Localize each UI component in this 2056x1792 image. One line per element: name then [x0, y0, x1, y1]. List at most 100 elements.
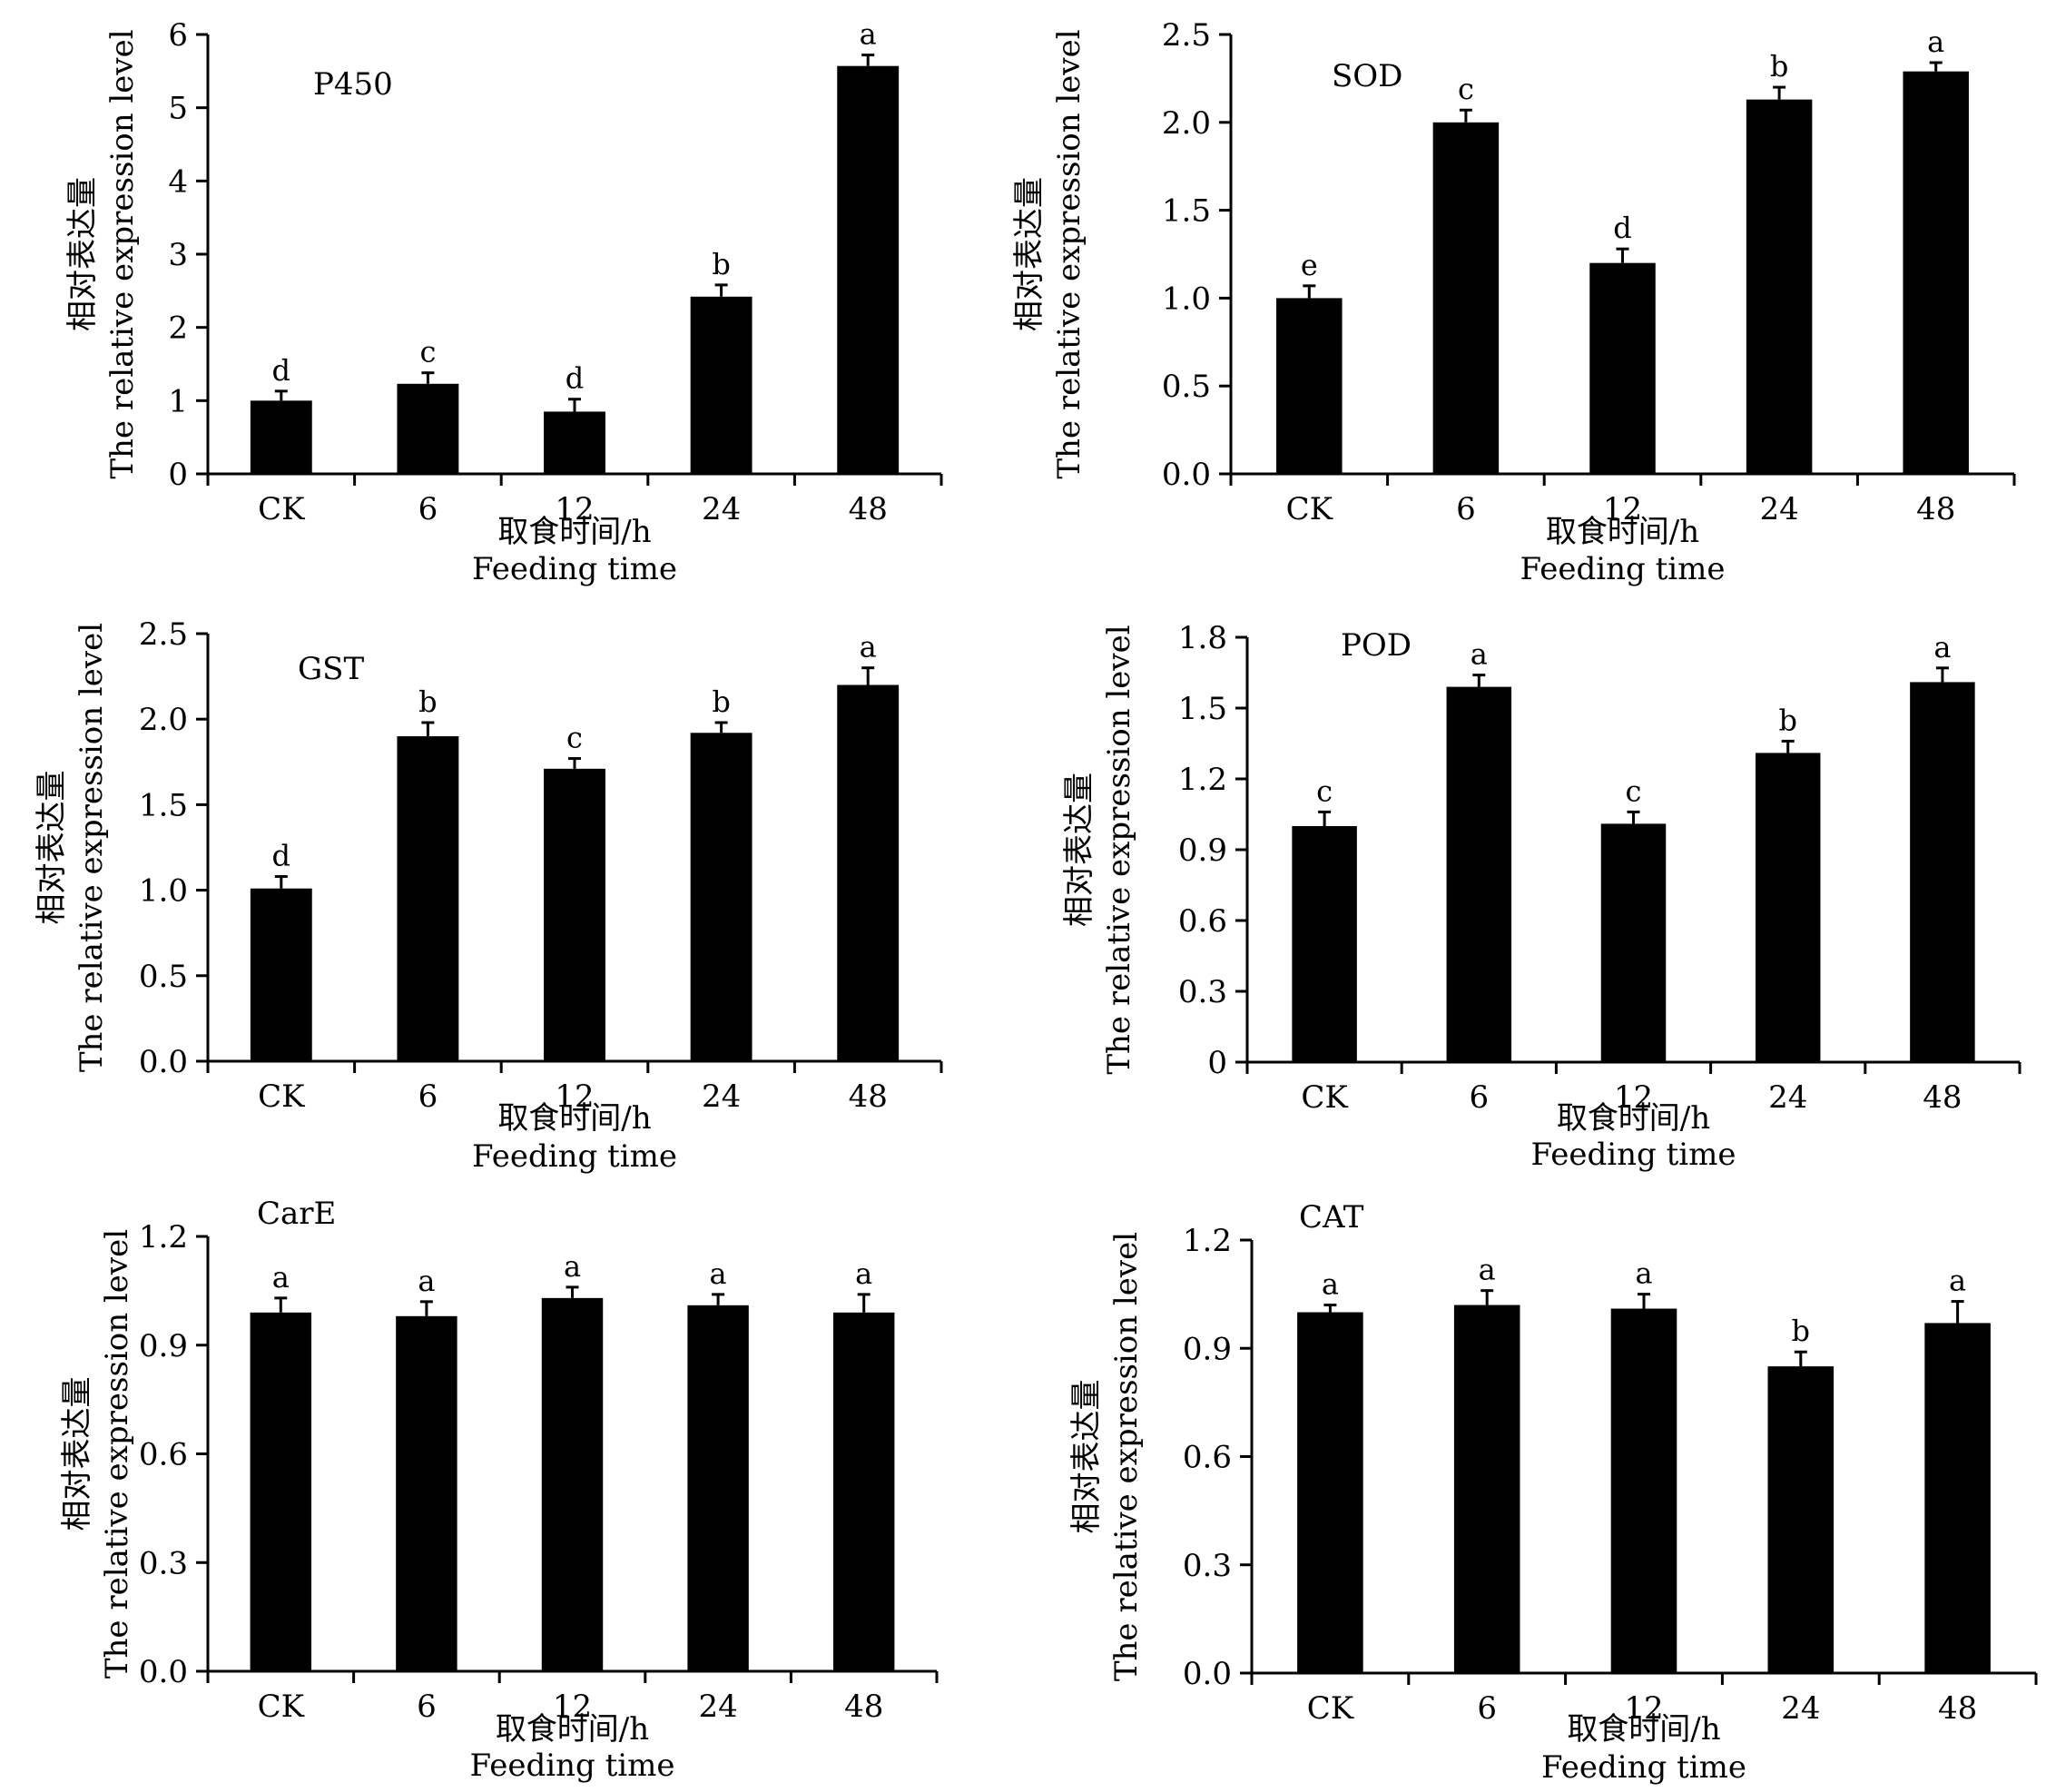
x-tick-label: 24	[698, 1689, 737, 1725]
x-tick-label: 48	[1938, 1690, 1977, 1727]
x-tick-label: 6	[418, 491, 438, 527]
bar	[250, 1312, 312, 1671]
significance-label: d	[272, 353, 290, 388]
y-tick-label: 0.0	[1162, 457, 1211, 493]
panel-title: CarE	[257, 1196, 336, 1232]
x-tick-label: 24	[702, 491, 741, 527]
significance-label: c	[1458, 72, 1474, 106]
y-axis-title-en: The relative expression level	[1108, 1232, 1145, 1681]
x-axis-title-en: Feeding time	[470, 1748, 675, 1784]
bar	[1297, 1312, 1363, 1673]
significance-label: a	[1479, 1253, 1496, 1287]
y-tick-label: 0.6	[1178, 903, 1227, 940]
significance-label: c	[566, 721, 583, 755]
x-tick-label: CK	[258, 1689, 305, 1725]
x-tick-label: 24	[702, 1078, 741, 1115]
y-tick-label: 0.6	[139, 1437, 188, 1473]
significance-label: b	[1792, 1314, 1810, 1348]
x-tick-label: 12	[553, 1689, 592, 1725]
significance-label: a	[564, 1249, 581, 1284]
y-axis-title-cn: 相对表达量	[1061, 773, 1097, 927]
y-tick-label: 1.5	[1162, 193, 1211, 230]
significance-label: b	[1770, 49, 1788, 84]
y-axis-title-cn: 相对表达量	[34, 771, 70, 925]
bar	[687, 1305, 749, 1671]
y-tick-label: 0.9	[1178, 832, 1227, 869]
y-axis-title-en: The relative expression level	[1051, 29, 1087, 478]
y-axis-title-en: The relative expression level	[1101, 625, 1137, 1074]
x-axis-title-cn: 取食时间/h	[497, 1100, 651, 1137]
y-tick-label: 0.0	[1183, 1656, 1232, 1692]
bar	[1903, 71, 1969, 474]
chart-panel-cat: 0.0 0.3 0.6 0.9 1.2 a CK a 6 a 12 b 24 a 48 CAT 取食时间/hFe…	[1068, 1199, 2038, 1786]
x-axis-title-en: Feeding time	[1520, 551, 1726, 587]
y-tick-label: 0.6	[1183, 1440, 1232, 1476]
significance-label: a	[860, 630, 877, 665]
significance-label: a	[1949, 1264, 1966, 1298]
bar	[1746, 99, 1813, 474]
significance-label: a	[1933, 630, 1951, 665]
x-axis-title-en: Feeding time	[1531, 1137, 1736, 1173]
y-tick-label: 0.3	[1178, 974, 1227, 1010]
bar	[1292, 826, 1357, 1062]
x-axis-title-en: Feeding time	[1541, 1749, 1746, 1786]
significance-label: c	[1626, 773, 1642, 808]
y-tick-label: 0.9	[139, 1328, 188, 1364]
y-tick-label: 1.0	[1162, 281, 1211, 317]
x-axis-title-cn: 取食时间/h	[1557, 1100, 1710, 1137]
x-tick-label: 6	[418, 1078, 438, 1115]
x-tick-label: CK	[258, 1078, 305, 1115]
significance-label: a	[1322, 1267, 1339, 1302]
y-tick-label: 0.5	[1162, 369, 1211, 405]
x-tick-label: 48	[1923, 1079, 1962, 1116]
x-tick-label: 48	[849, 491, 888, 527]
bar	[1276, 298, 1343, 474]
x-tick-label: 24	[1768, 1079, 1807, 1116]
x-tick-label: CK	[258, 491, 305, 527]
y-tick-label: 5	[168, 91, 188, 127]
x-tick-label: CK	[1301, 1079, 1348, 1116]
bar	[1453, 1305, 1520, 1673]
y-tick-label: 1.5	[139, 787, 188, 823]
y-tick-label: 0.0	[139, 1654, 188, 1690]
bar	[1432, 122, 1500, 475]
y-tick-label: 2.5	[139, 616, 188, 653]
y-tick-label: 4	[168, 163, 188, 200]
y-tick-label: 0.9	[1183, 1331, 1232, 1367]
x-tick-label: 48	[1916, 491, 1955, 527]
bar	[1767, 1366, 1835, 1673]
y-tick-label: 1.0	[139, 873, 188, 910]
y-axis-title-en: The relative expression level	[104, 29, 141, 478]
y-tick-label: 0.0	[139, 1044, 188, 1080]
bar	[1610, 1308, 1677, 1673]
y-tick-label: 1.5	[1178, 691, 1227, 727]
chart-panel-care: 0.0 0.3 0.6 0.9 1.2 a CK a 6 a 12 a 24 a 48 CarE 取食时间/hF…	[59, 1196, 939, 1784]
y-tick-label: 1.2	[139, 1219, 188, 1255]
panel-title: POD	[1341, 627, 1412, 664]
significance-label: a	[418, 1264, 435, 1298]
significance-label: a	[1927, 25, 1944, 59]
y-tick-label: 2.5	[1162, 17, 1211, 54]
x-axis-title-cn: 取食时间/h	[496, 1711, 649, 1748]
x-tick-label: 48	[844, 1689, 883, 1725]
bar	[1755, 753, 1821, 1062]
bar	[1589, 262, 1656, 474]
x-tick-label: CK	[1286, 491, 1333, 527]
x-tick-label: 12	[555, 491, 594, 527]
bar	[250, 888, 312, 1061]
significance-label: a	[710, 1256, 727, 1291]
y-tick-label: 1.2	[1183, 1223, 1232, 1259]
bar	[837, 684, 900, 1061]
y-tick-label: 6	[168, 17, 188, 54]
y-tick-label: 1.8	[1178, 620, 1227, 656]
x-tick-label: 12	[555, 1078, 594, 1115]
significance-label: b	[1778, 703, 1796, 737]
y-axis-title-cn: 相对表达量	[1011, 177, 1048, 331]
panel-title: SOD	[1332, 58, 1402, 94]
y-axis-title-cn: 相对表达量	[1068, 1380, 1105, 1534]
significance-label: a	[855, 1256, 872, 1291]
significance-label: d	[272, 839, 290, 873]
y-tick-label: 3	[168, 237, 188, 273]
bar	[397, 736, 459, 1061]
